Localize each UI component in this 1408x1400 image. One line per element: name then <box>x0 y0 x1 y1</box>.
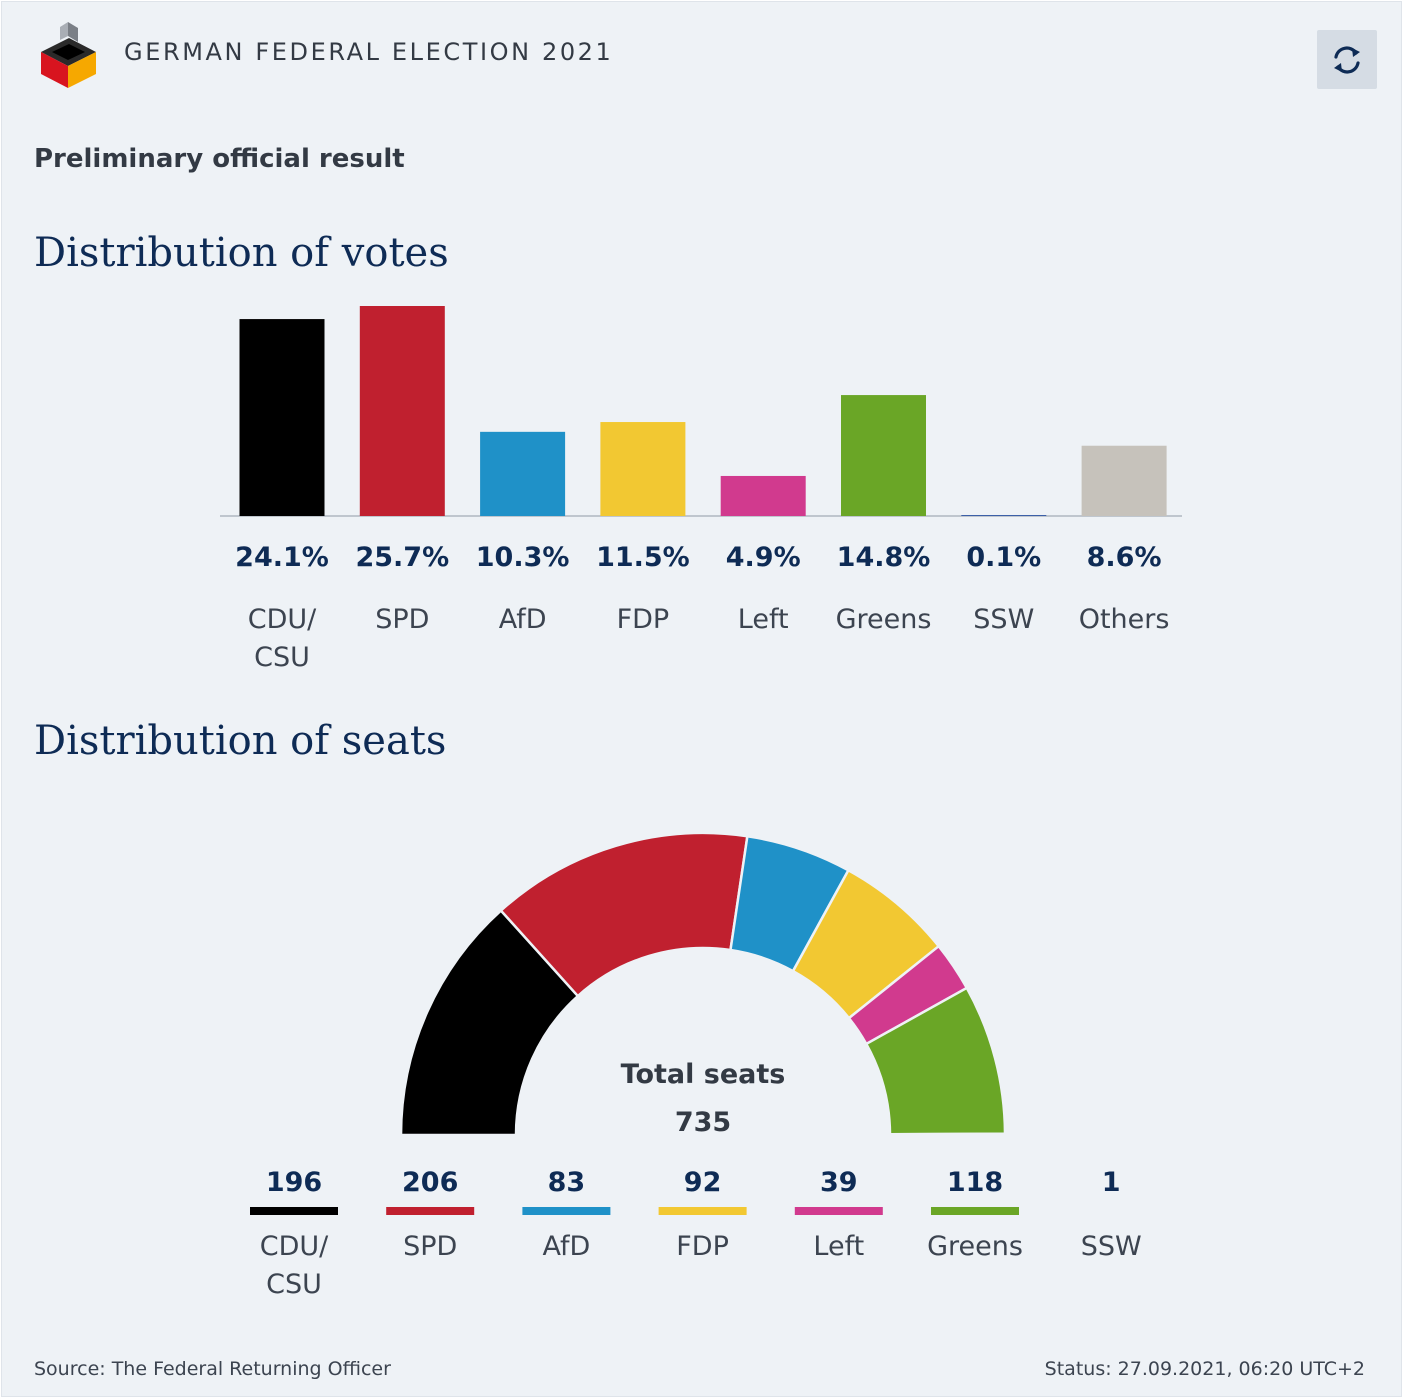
vote-value-label: 4.9% <box>726 542 801 573</box>
party-label: AfD <box>499 604 547 635</box>
seat-party-label: FDP <box>676 1231 729 1262</box>
party-label: SSW <box>973 604 1034 635</box>
app-title: GERMAN FEDERAL ELECTION 2021 <box>124 38 614 66</box>
status-timestamp: Status: 27.09.2021, 06:20 UTC+2 <box>1044 1358 1365 1380</box>
refresh-icon <box>1334 45 1360 74</box>
vote-value-label: 11.5% <box>596 542 690 573</box>
vote-bar <box>239 319 325 516</box>
seat-count: 118 <box>947 1167 1003 1198</box>
party-label: Greens <box>836 604 932 635</box>
seat-party-label: AfD <box>542 1231 590 1262</box>
ballot-box-icon <box>41 22 96 88</box>
vote-value-label: 25.7% <box>355 542 449 573</box>
vote-value-label: 14.8% <box>837 542 931 573</box>
total-seats-label: Total seats <box>621 1059 786 1090</box>
seat-party-label: CDU/ <box>260 1231 329 1262</box>
source-note: Source: The Federal Returning Officer <box>34 1358 391 1380</box>
seat-legend-swatch <box>386 1207 475 1215</box>
vote-bar <box>480 431 566 516</box>
seat-party-label: SSW <box>1081 1231 1142 1262</box>
party-label: CSU <box>254 642 310 673</box>
result-status-subtitle: Preliminary official result <box>34 144 405 174</box>
votes-bar-chart: 24.1% CDU/CSU 25.7% SPD 10.3% AfD 11.5% FDP 4.9%… <box>220 306 1182 673</box>
seat-count: 39 <box>820 1167 858 1198</box>
vote-value-label: 8.6% <box>1087 542 1162 573</box>
vote-bar <box>961 515 1047 516</box>
seat-count: 206 <box>402 1167 458 1198</box>
votes-section-title: Distribution of votes <box>34 230 449 276</box>
seat-count: 92 <box>684 1167 722 1198</box>
vote-value-label: 24.1% <box>235 542 329 573</box>
party-label: Left <box>738 604 789 635</box>
vote-bar <box>720 475 806 516</box>
party-label: FDP <box>617 604 670 635</box>
vote-value-label: 10.3% <box>476 542 570 573</box>
party-label: Others <box>1079 604 1170 635</box>
seats-half-donut-chart: Total seats 735 196 CDU/CSU 206 SPD 83 AfD 92 FDP… <box>250 831 1155 1300</box>
seat-segment <box>888 1132 1007 1137</box>
seat-party-label: CSU <box>266 1269 322 1300</box>
party-label: CDU/ <box>248 604 317 635</box>
seat-legend-swatch <box>794 1207 883 1215</box>
seat-legend-swatch <box>658 1207 747 1215</box>
vote-bar <box>1081 445 1167 516</box>
seat-legend-swatch <box>931 1207 1019 1215</box>
seat-party-label: Greens <box>927 1231 1023 1262</box>
refresh-button[interactable] <box>1317 30 1377 89</box>
seat-count: 1 <box>1102 1167 1121 1198</box>
seat-count: 196 <box>266 1167 322 1198</box>
seat-legend-swatch <box>250 1207 338 1215</box>
seat-party-label: Left <box>813 1231 864 1262</box>
seats-section-title: Distribution of seats <box>34 718 447 764</box>
vote-value-label: 0.1% <box>966 542 1041 573</box>
seat-legend-swatch <box>522 1207 611 1215</box>
total-seats-value: 735 <box>675 1107 731 1138</box>
seat-count: 83 <box>548 1167 586 1198</box>
vote-bar <box>841 395 926 516</box>
seat-party-label: SPD <box>403 1231 457 1262</box>
party-label: SPD <box>375 604 429 635</box>
vote-bar <box>600 422 686 516</box>
seat-legend-swatch <box>1067 1207 1155 1215</box>
vote-bar <box>359 306 445 516</box>
